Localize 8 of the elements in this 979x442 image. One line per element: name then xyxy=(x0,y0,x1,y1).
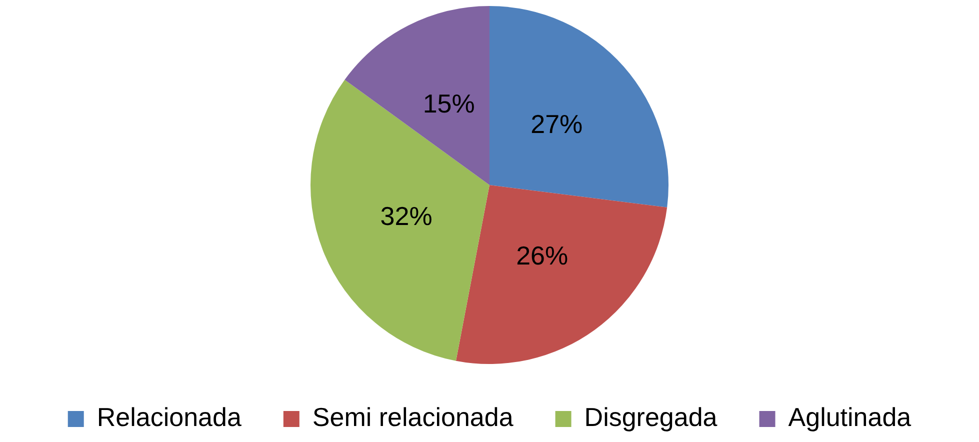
legend-label: Aglutinada xyxy=(788,402,912,432)
legend-label: Semi relacionada xyxy=(312,402,514,432)
legend-label: Relacionada xyxy=(96,402,242,432)
data-label: 32% xyxy=(380,201,432,232)
legend-label: Disgregada xyxy=(584,402,718,432)
data-label: 27% xyxy=(530,108,583,139)
data-label: 15% xyxy=(422,88,475,118)
data-label: 26% xyxy=(516,240,568,271)
